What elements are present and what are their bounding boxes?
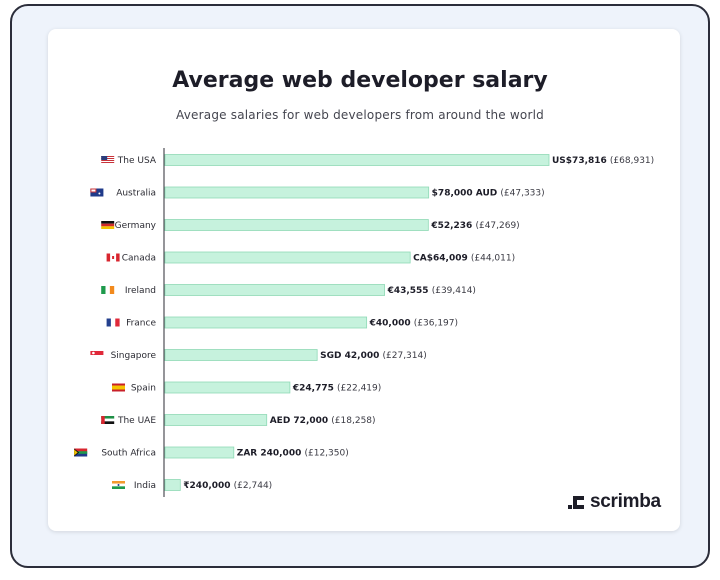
bar bbox=[164, 251, 411, 264]
value-label-local: CA$64,009 bbox=[413, 254, 471, 264]
value-label-gbp: (£2,744) bbox=[234, 481, 273, 491]
scrimba-logo: scrimba bbox=[568, 491, 661, 513]
chart-subtitle: Average salaries for web developers from… bbox=[176, 108, 544, 122]
value-label-local: US$73,816 bbox=[552, 156, 610, 166]
singapore-flag-icon bbox=[90, 351, 104, 359]
category-label: Canada bbox=[122, 254, 156, 264]
ireland-flag-icon bbox=[101, 286, 115, 294]
value-label: SGD 42,000 (£27,314) bbox=[320, 351, 427, 361]
uae-flag-icon bbox=[101, 416, 115, 424]
india-flag-icon bbox=[112, 481, 125, 489]
value-label: ZAR 240,000 (£12,350) bbox=[237, 449, 349, 459]
bar bbox=[164, 446, 235, 459]
canada-flag-icon bbox=[106, 253, 120, 262]
value-label-local: $78,000 AUD bbox=[432, 189, 501, 199]
value-label-local: SGD 42,000 bbox=[320, 351, 382, 361]
value-label: US$73,816 (£68,931) bbox=[552, 156, 654, 166]
value-label-local: €52,236 bbox=[430, 221, 475, 231]
value-label-gbp: (£22,419) bbox=[337, 384, 381, 394]
south-africa-flag-icon bbox=[74, 448, 88, 457]
category-label: The UAE bbox=[117, 416, 156, 426]
value-label: €24,775 (£22,419) bbox=[292, 384, 381, 394]
bar bbox=[164, 284, 385, 296]
value-label-gbp: (£36,197) bbox=[414, 319, 458, 329]
value-label-gbp: (£68,931) bbox=[610, 156, 654, 166]
category-label: France bbox=[126, 319, 156, 329]
value-label-local: AED 72,000 bbox=[270, 416, 332, 426]
value-label: €52,236 (£47,269) bbox=[430, 221, 519, 231]
value-label: $78,000 AUD (£47,333) bbox=[432, 189, 545, 199]
value-label: ₹240,000 (£2,744) bbox=[183, 481, 272, 491]
spain-flag-icon bbox=[112, 383, 125, 392]
value-label-local: ₹240,000 bbox=[183, 481, 233, 491]
value-label: €43,555 (£39,414) bbox=[387, 286, 476, 296]
bar bbox=[164, 414, 268, 426]
category-label: Australia bbox=[116, 189, 156, 199]
australia-flag-icon bbox=[90, 188, 104, 197]
bar bbox=[164, 154, 550, 166]
bar bbox=[164, 349, 318, 361]
chart-title: Average web developer salary bbox=[172, 68, 548, 93]
scrimba-logo-icon bbox=[568, 496, 584, 509]
bar bbox=[164, 316, 368, 329]
bar bbox=[164, 219, 429, 231]
value-label: CA$64,009 (£44,011) bbox=[413, 254, 515, 264]
value-label-gbp: (£12,350) bbox=[304, 449, 348, 459]
bar bbox=[164, 479, 181, 491]
value-label-gbp: (£47,333) bbox=[500, 189, 544, 199]
value-label-local: €43,555 bbox=[387, 286, 432, 296]
category-label: India bbox=[134, 481, 156, 491]
category-label: Ireland bbox=[125, 286, 156, 296]
category-label: The USA bbox=[117, 156, 157, 166]
category-label: Germany bbox=[115, 221, 157, 231]
value-label-gbp: (£39,414) bbox=[432, 286, 476, 296]
value-label-gbp: (£47,269) bbox=[475, 221, 519, 231]
value-label-local: €24,775 bbox=[292, 384, 337, 394]
france-flag-icon bbox=[106, 318, 120, 327]
value-label-gbp: (£27,314) bbox=[383, 351, 427, 361]
value-label-local: €40,000 bbox=[369, 319, 414, 329]
us-flag-icon bbox=[101, 156, 115, 164]
value-label-gbp: (£18,258) bbox=[331, 416, 375, 426]
value-label-gbp: (£44,011) bbox=[471, 254, 515, 264]
category-label: Singapore bbox=[111, 351, 157, 361]
value-label-local: ZAR 240,000 bbox=[237, 449, 305, 459]
bar bbox=[164, 186, 430, 199]
value-label: €40,000 (£36,197) bbox=[369, 319, 458, 329]
germany-flag-icon bbox=[101, 221, 115, 229]
category-label: South Africa bbox=[101, 449, 156, 459]
brand-name: scrimba bbox=[590, 491, 661, 512]
value-label: AED 72,000 (£18,258) bbox=[270, 416, 376, 426]
category-label: Spain bbox=[131, 384, 156, 394]
chart-card bbox=[48, 29, 680, 531]
bar bbox=[164, 381, 291, 394]
